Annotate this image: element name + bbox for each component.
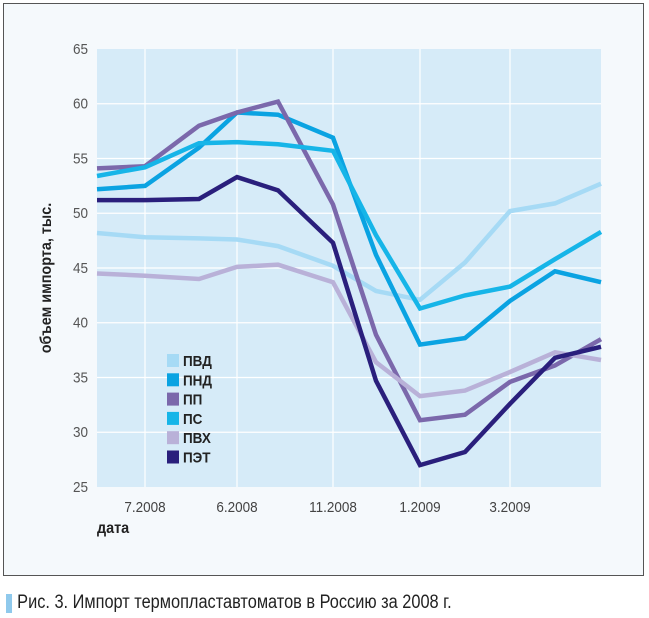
series-line-ПС	[96, 139, 603, 312]
legend-swatch	[167, 450, 179, 464]
series-line-ПВД	[96, 181, 602, 303]
x-axis-label: дата	[97, 519, 130, 537]
legend-swatch	[167, 354, 179, 367]
y-tick-label: 45	[73, 260, 88, 277]
series-line-ПВХ	[96, 262, 602, 399]
legend-label: ПС	[183, 411, 202, 428]
y-tick-label: 55	[73, 151, 88, 168]
x-tick-label: 6.2008	[216, 499, 257, 516]
series-line-ПЭТ	[97, 174, 602, 468]
legend-label: ПП	[183, 392, 202, 409]
y-axis-label: объем импорта, тыс.	[37, 203, 55, 353]
y-tick-label: 35	[73, 370, 88, 387]
legend-label: ПВД	[183, 353, 212, 370]
y-tick-label: 50	[73, 206, 88, 223]
y-tick-label: 65	[73, 41, 88, 58]
legend-label: ПНД	[183, 373, 212, 390]
legend-swatch	[167, 431, 179, 445]
legend-swatch	[167, 411, 179, 425]
y-tick-label: 30	[73, 425, 88, 442]
x-tick-label: 7.2008	[124, 499, 165, 516]
x-tick-label: 11.2008	[309, 499, 357, 516]
legend-swatch	[167, 392, 179, 406]
x-tick-label: 3.2009	[489, 499, 530, 516]
caption-text: Рис. 3. Импорт термопластавтоматов в Рос…	[17, 592, 452, 613]
y-tick-label: 60	[73, 96, 88, 113]
series-line-ПП	[96, 98, 603, 423]
legend-swatch	[167, 373, 179, 387]
legend-label: ПЭТ	[183, 450, 211, 467]
legend-label: ПВХ	[183, 431, 211, 448]
caption-marker	[6, 593, 13, 613]
y-tick-label: 40	[73, 315, 88, 332]
figure-caption: Рис. 3. Импорт термопластавтоматов в Рос…	[6, 592, 452, 614]
y-tick-label: 25	[73, 479, 88, 496]
x-tick-label: 1.2009	[399, 499, 440, 516]
